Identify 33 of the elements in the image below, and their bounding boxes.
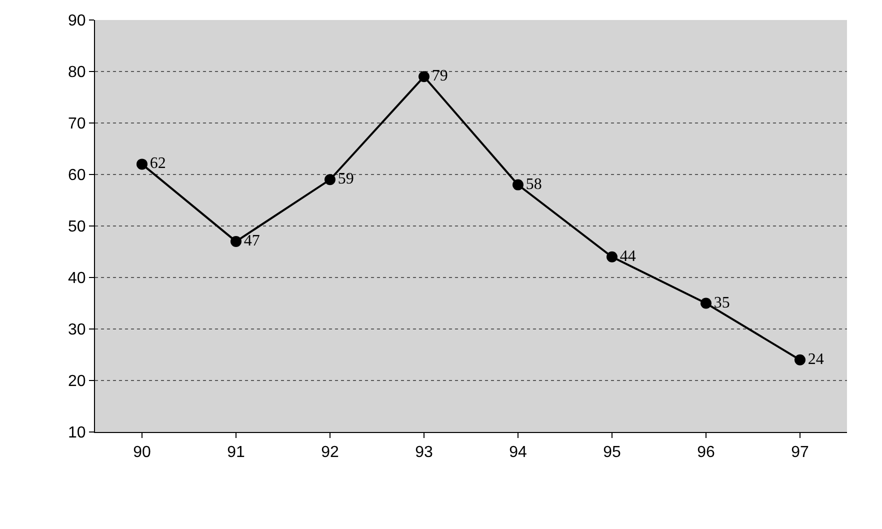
x-tick-label: 97 — [791, 444, 809, 462]
x-tick-label: 93 — [415, 444, 433, 462]
point — [136, 158, 148, 170]
data-label: 62 — [150, 155, 166, 172]
x-tick-label: 96 — [697, 444, 715, 462]
data-label: 58 — [526, 176, 542, 193]
y-tick-label: 90 — [68, 12, 86, 30]
y-tick-label: 20 — [68, 373, 86, 390]
y-tick-label: 10 — [68, 424, 86, 442]
y-tick-label: 70 — [68, 116, 86, 133]
data-label: 47 — [244, 232, 260, 250]
y-tick-label: 50 — [68, 218, 86, 236]
data-label: 24 — [808, 350, 824, 368]
x-tick-label: 94 — [509, 444, 527, 462]
data-label: 59 — [338, 170, 354, 188]
point — [606, 251, 618, 262]
point — [512, 179, 524, 190]
data-label: 44 — [620, 248, 636, 265]
point — [324, 174, 336, 186]
x-tick-label: 95 — [603, 444, 621, 462]
data-label: 35 — [714, 294, 730, 312]
x-tick-label: 92 — [321, 444, 339, 462]
y-tick-label: 60 — [68, 167, 86, 184]
x-tick-label: 90 — [133, 444, 151, 462]
y-tick-label: 40 — [68, 270, 86, 288]
point — [794, 354, 806, 366]
point — [418, 71, 430, 82]
point — [700, 298, 712, 309]
y-tick-label: 30 — [68, 322, 86, 339]
x-tick-label: 91 — [227, 444, 245, 462]
data-label: 79 — [432, 68, 448, 85]
point — [230, 236, 242, 247]
y-tick-label: 80 — [68, 64, 86, 82]
